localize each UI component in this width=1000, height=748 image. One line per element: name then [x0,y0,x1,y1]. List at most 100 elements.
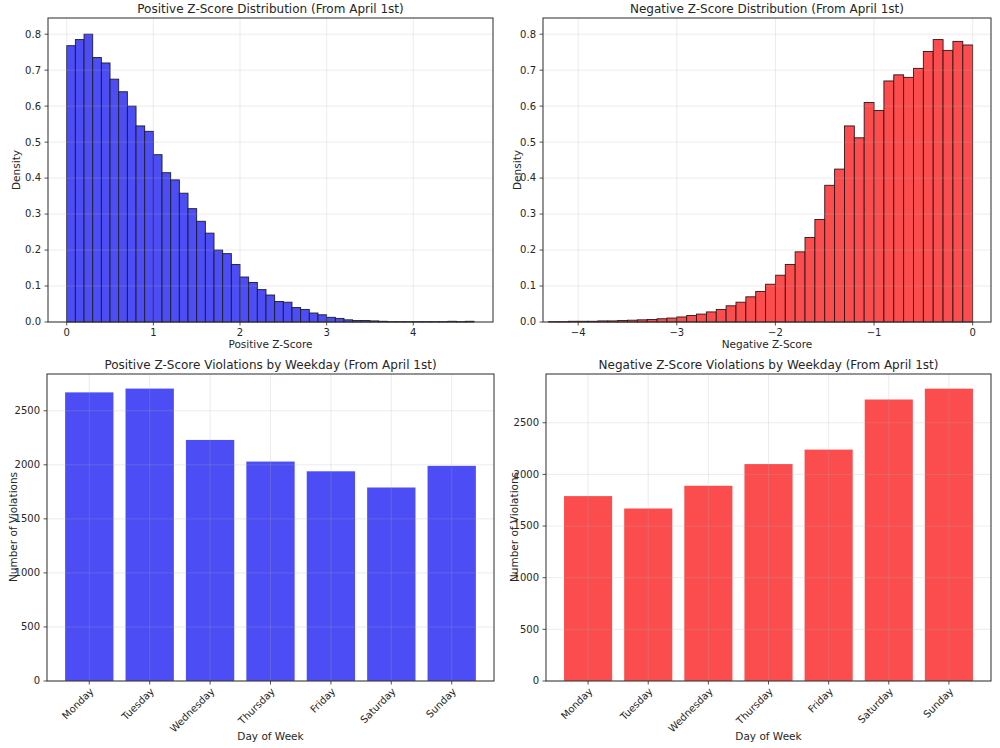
hist-bar [327,317,336,322]
y-tick-label: 2500 [514,417,539,428]
hist-bar [943,50,953,322]
x-tick-label: 3 [323,327,329,338]
hist-bar [67,46,76,322]
y-tick-label: 0.2 [520,244,536,255]
hist-bar [335,318,344,322]
x-tick-label: 0 [64,327,70,338]
y-tick-label: 0.1 [25,280,41,291]
weekday-tick-label: Wednesday [168,686,217,735]
negative-zscore-distribution: 0.00.10.20.30.40.50.60.70.8−4−3−2−10 [520,18,991,338]
hist-bar [179,193,188,322]
hist-bar [766,284,776,322]
positive-distribution-xlabel: Positive Z-Score [48,338,493,350]
positive-zscore-violations-by-weekday: 05001000150020002500MondayTuesdayWednesd… [15,374,494,734]
hist-bar [894,75,904,322]
hist-bar [716,309,726,322]
hist-bar [283,302,292,322]
grid [47,374,494,681]
y-tick-label: 0 [34,675,40,686]
y-tick-label: 0.4 [25,172,41,183]
hist-bar [249,282,258,322]
hist-bar [736,302,746,322]
hist-bar [119,92,128,322]
hist-bar [145,131,154,322]
positive-weekday-title: Positive Z-Score Violations by Weekday (… [47,359,494,373]
hist-bar [136,126,145,322]
hist-bar [923,51,933,322]
y-tick-label: 0.5 [25,137,41,148]
hist-bar [205,233,214,322]
hist-bar [231,264,240,322]
y-tick-label: 0.2 [25,244,41,255]
hist-bar [292,308,301,322]
hist-bar [904,77,914,322]
hist-bar [687,316,697,322]
hist-bar [667,318,677,322]
weekday-tick-label: Wednesday [666,686,715,735]
hist-bar [963,45,973,322]
negative-distribution-title: Negative Z-Score Distribution (From Apri… [543,3,991,17]
positive-distribution-ylabel: Density [10,150,22,190]
weekday-tick-label: Sunday [921,686,955,720]
y-tick-label: 0.3 [520,208,536,219]
weekday-tick-label: Monday [60,686,96,722]
hist-bar [266,295,275,322]
negative-distribution-xlabel: Negative Z-Score [543,338,991,350]
negative-zscore-violations-by-weekday: 05001000150020002500MondayTuesdayWednesd… [514,374,991,734]
y-tick-label: 500 [21,621,40,632]
negative-weekday-xlabel: Day of Week [546,730,991,742]
weekday-tick-label: Monday [559,686,595,722]
y-tick-label: 0.5 [520,137,536,148]
hist-bar [795,252,805,322]
hist-bar [756,291,766,322]
negative-weekday-ylabel: Number of Violations [508,472,520,582]
hist-bar [75,40,84,322]
hist-bar [309,313,318,322]
hist-bar [706,312,716,322]
hist-bar [854,138,864,322]
hist-bar [197,221,206,322]
negative-distribution-ylabel: Density [511,150,523,190]
weekday-tick-label: Thursday [734,686,775,727]
hist-bar [933,40,943,322]
weekday-tick-label: Tuesday [119,686,156,723]
y-tick-label: 0.8 [25,29,41,40]
x-tick-label: −3 [669,327,684,338]
weekday-tick-label: Tuesday [617,686,654,723]
x-tick-label: 2 [237,327,243,338]
hist-bar [864,103,874,322]
hist-bar [785,264,795,322]
x-tick-label: −4 [571,327,586,338]
y-tick-label: 0.1 [520,280,536,291]
hist-bar [775,275,785,322]
y-tick-label: 0.0 [520,316,536,327]
positive-weekday-xlabel: Day of Week [47,730,494,742]
hist-bar [825,185,835,322]
hist-bar [677,317,687,322]
y-tick-label: 2500 [15,405,40,416]
hist-bar [301,309,310,322]
weekday-tick-label: Friday [308,686,337,715]
y-tick-label: 0.8 [520,29,536,40]
hist-bar [953,41,963,322]
grid [546,374,991,681]
weekday-tick-label: Friday [806,686,835,715]
y-tick-label: 0 [533,675,539,686]
hist-bar [815,219,825,322]
negative-weekday-title: Negative Z-Score Violations by Weekday (… [546,359,991,373]
positive-distribution-title: Positive Z-Score Distribution (From Apri… [48,3,493,17]
weekday-tick-label: Sunday [424,686,458,720]
hist-bar [110,79,119,322]
hist-bar [844,126,854,322]
hist-bar [93,58,102,322]
y-tick-label: 0.3 [25,208,41,219]
y-tick-label: 0.7 [520,65,536,76]
hist-bar [726,306,736,322]
hist-bar [257,290,266,322]
hist-bar [223,254,232,322]
hist-bar [275,301,284,322]
hist-bar [697,314,707,322]
hist-bar [746,297,756,322]
x-tick-label: −1 [867,327,882,338]
weekday-tick-label: Saturday [856,686,896,726]
